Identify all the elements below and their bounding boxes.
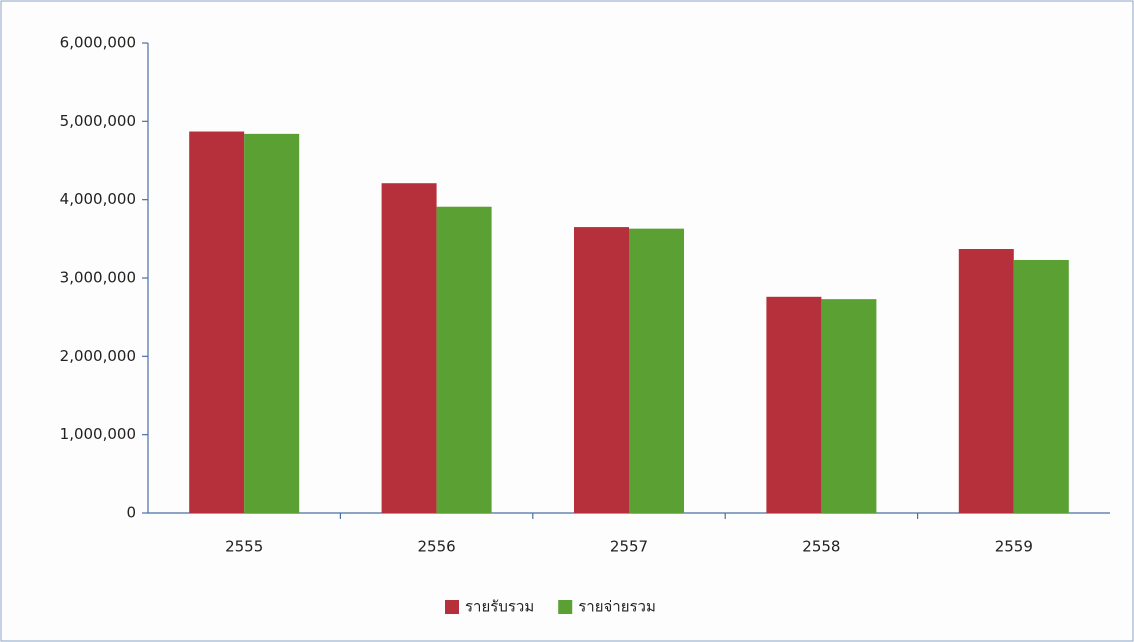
y-tick-label: 1,000,000 [60, 425, 136, 443]
x-tick-label: 2559 [995, 538, 1033, 556]
legend-swatch [558, 600, 573, 614]
legend-label: รายจ่ายรวม [578, 598, 656, 616]
bar [958, 249, 1014, 513]
x-tick-label: 2557 [610, 538, 648, 556]
x-tick-label: 2555 [225, 538, 263, 556]
y-tick-label: 3,000,000 [60, 269, 136, 287]
bar [189, 131, 245, 513]
bar [766, 296, 822, 513]
x-tick-label: 2556 [418, 538, 456, 556]
x-tick-label: 2558 [802, 538, 840, 556]
y-tick-label: 6,000,000 [60, 34, 136, 52]
bar [436, 206, 492, 513]
bar [574, 227, 629, 514]
bar [629, 228, 684, 513]
y-tick-label: 0 [126, 504, 136, 522]
y-tick-label: 4,000,000 [60, 190, 136, 208]
legend-label: รายรับรวม [465, 598, 534, 616]
bar [381, 183, 437, 513]
y-tick-label: 5,000,000 [60, 112, 136, 130]
y-tick-label: 2,000,000 [60, 347, 136, 365]
bar [244, 133, 300, 513]
legend-swatch [445, 600, 459, 614]
bar [1013, 259, 1069, 513]
bar [821, 299, 877, 513]
